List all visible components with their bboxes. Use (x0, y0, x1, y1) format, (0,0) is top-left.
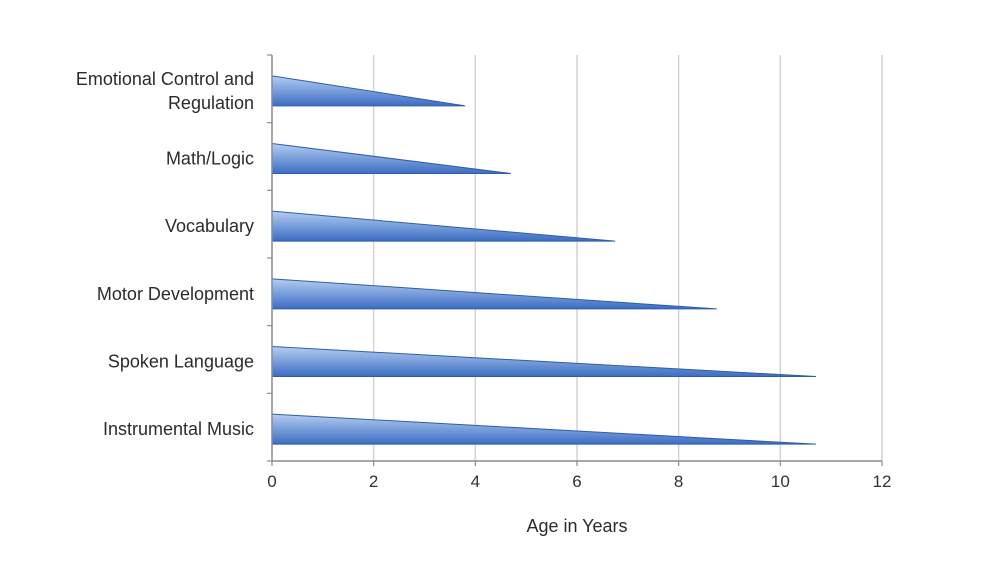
bars (271, 75, 816, 445)
x-tick-label: 10 (771, 472, 790, 491)
category-label: Spoken Language (108, 352, 254, 372)
x-axis-title: Age in Years (526, 516, 627, 536)
x-tick-label: 0 (267, 472, 276, 491)
category-labels: Emotional Control and Regulation Math/Logi… (76, 69, 254, 439)
x-tick-label: 12 (873, 472, 892, 491)
x-tick-label: 4 (471, 472, 480, 491)
bar (271, 75, 466, 107)
category-label: Vocabulary (165, 216, 254, 236)
bar (271, 345, 816, 377)
gridlines (372, 55, 883, 461)
x-tick-labels: 0 2 4 6 8 10 12 (267, 472, 891, 491)
x-tick-label: 6 (572, 472, 581, 491)
x-tick-label: 8 (674, 472, 683, 491)
category-label: Instrumental Music (103, 419, 254, 439)
bar (271, 413, 816, 445)
category-label: Math/Logic (166, 149, 254, 169)
category-label: Motor Development (97, 284, 254, 304)
bar (271, 210, 616, 242)
axes (267, 54, 883, 466)
category-label: Emotional Control and Regulation (76, 69, 254, 113)
bar (271, 278, 717, 310)
x-tick-label: 2 (369, 472, 378, 491)
